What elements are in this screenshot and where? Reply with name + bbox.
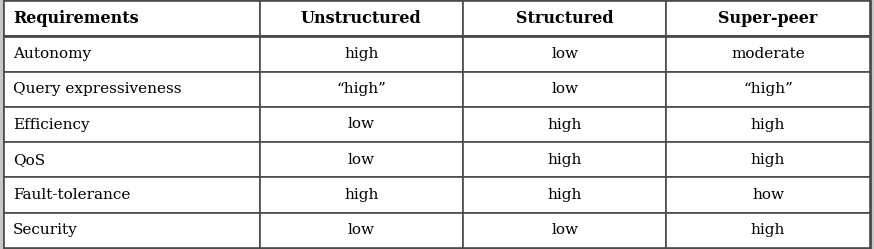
Text: “high”: “high” <box>743 82 793 96</box>
Text: low: low <box>551 47 578 61</box>
Text: Super-peer: Super-peer <box>718 10 818 27</box>
Bar <box>666 177 870 213</box>
Bar <box>666 36 870 72</box>
Bar <box>260 213 463 248</box>
Text: Autonomy: Autonomy <box>13 47 91 61</box>
Bar <box>4 142 260 177</box>
Text: low: low <box>348 118 375 131</box>
Bar <box>4 177 260 213</box>
Text: Structured: Structured <box>516 10 614 27</box>
Text: low: low <box>551 223 578 237</box>
Bar <box>666 213 870 248</box>
Bar <box>260 72 463 107</box>
Text: Fault-tolerance: Fault-tolerance <box>13 188 130 202</box>
Text: Query expressiveness: Query expressiveness <box>13 82 182 96</box>
Bar <box>463 177 666 213</box>
Text: Requirements: Requirements <box>13 10 139 27</box>
Text: high: high <box>344 188 378 202</box>
Text: low: low <box>551 82 578 96</box>
Bar <box>463 36 666 72</box>
Bar <box>666 72 870 107</box>
Text: high: high <box>751 223 785 237</box>
Bar <box>463 142 666 177</box>
Text: high: high <box>547 118 582 131</box>
Bar <box>463 107 666 142</box>
Text: “high”: “high” <box>336 82 386 96</box>
Text: high: high <box>751 118 785 131</box>
Text: high: high <box>547 188 582 202</box>
Bar <box>4 1 870 36</box>
Bar <box>4 107 260 142</box>
Bar <box>666 107 870 142</box>
Bar <box>4 72 260 107</box>
Bar <box>260 142 463 177</box>
Text: Unstructured: Unstructured <box>301 10 421 27</box>
Text: low: low <box>348 153 375 167</box>
Text: high: high <box>547 153 582 167</box>
Bar <box>463 72 666 107</box>
Bar <box>666 142 870 177</box>
Bar <box>666 1 870 36</box>
Bar <box>4 36 260 72</box>
Bar <box>260 177 463 213</box>
Text: moderate: moderate <box>731 47 805 61</box>
Bar <box>260 107 463 142</box>
Bar <box>260 36 463 72</box>
Bar <box>260 1 463 36</box>
Text: low: low <box>348 223 375 237</box>
Text: how: how <box>752 188 784 202</box>
Text: high: high <box>344 47 378 61</box>
Bar <box>463 1 666 36</box>
Text: Efficiency: Efficiency <box>13 118 90 131</box>
Text: Security: Security <box>13 223 78 237</box>
Bar <box>4 1 260 36</box>
Bar <box>463 213 666 248</box>
Text: high: high <box>751 153 785 167</box>
Text: QoS: QoS <box>13 153 45 167</box>
Bar <box>4 213 260 248</box>
